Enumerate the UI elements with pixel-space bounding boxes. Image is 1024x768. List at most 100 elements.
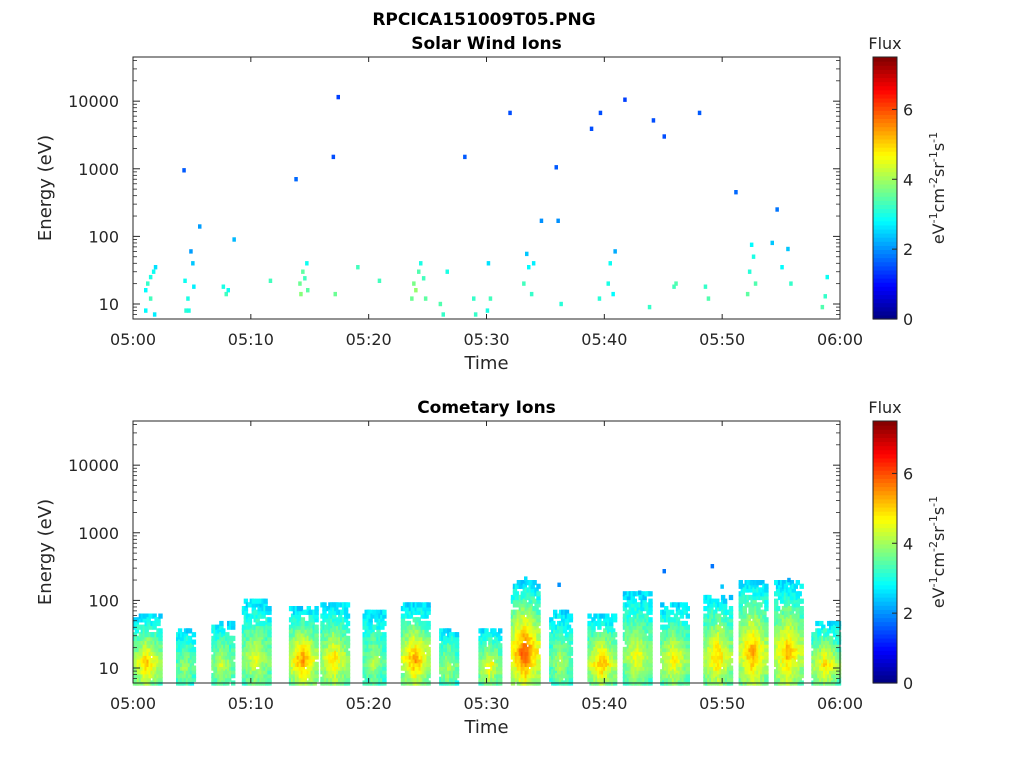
heatmap-cell (189, 661, 195, 667)
heatmap-cell (231, 661, 236, 667)
heatmap-cell (722, 613, 728, 619)
heatmap-cell (764, 594, 769, 601)
heatmap-cell (314, 628, 319, 634)
colorbar-swatch (873, 523, 897, 529)
heatmap-cell (536, 632, 541, 638)
heatmap-cell (267, 635, 272, 641)
heatmap-cell (836, 676, 842, 682)
heatmap-cell (334, 665, 339, 671)
heatmap-cell (267, 650, 272, 656)
heatmap-cell (340, 620, 345, 627)
heatmap-cell (536, 676, 541, 682)
heatmap-cell (366, 628, 371, 634)
colorbar-swatch (873, 142, 897, 148)
heatmap-cell (764, 658, 769, 664)
heatmap-cell (685, 661, 690, 667)
heatmap-cell (685, 613, 690, 619)
heatmap-cell (813, 632, 818, 638)
heatmap-cell (482, 632, 487, 638)
heatmap-cell (496, 639, 501, 645)
heatmap-cell (153, 265, 158, 270)
heatmap-cell (728, 669, 734, 675)
colorbar-swatch (873, 114, 897, 119)
heatmap-cell (424, 613, 429, 619)
colorbar-swatch (873, 286, 897, 291)
heatmap-cell (630, 594, 635, 601)
heatmap-cell (825, 632, 830, 638)
heatmap-cell (685, 628, 690, 634)
heatmap-cell (488, 639, 493, 645)
heatmap-cell (142, 617, 147, 623)
heatmap-cell (187, 635, 193, 641)
heatmap-cell (496, 632, 501, 638)
heatmap-cell (566, 624, 572, 630)
heatmap-cell (259, 620, 264, 627)
y-tick-label: 10000 (68, 92, 119, 111)
heatmap-cell (823, 661, 828, 667)
heatmap-cell (558, 624, 564, 630)
heatmap-cell (382, 646, 387, 653)
heatmap-cell (263, 602, 268, 608)
heatmap-cell (781, 646, 787, 653)
heatmap-cell (612, 665, 618, 671)
heatmap-cell (380, 624, 385, 630)
heatmap-cell (498, 665, 503, 671)
heatmap-cell (728, 624, 734, 630)
heatmap-cell (488, 635, 493, 641)
heatmap-cell (642, 669, 647, 675)
heatmap-cell (760, 628, 765, 634)
heatmap-cell (332, 617, 337, 623)
heatmap-cell (568, 665, 574, 671)
heatmap-cell (587, 628, 592, 634)
heatmap-cell (288, 646, 294, 653)
heatmap-cell (536, 617, 541, 623)
colorbar-swatch (873, 85, 897, 91)
heatmap-cell (638, 669, 643, 675)
heatmap-cell (341, 650, 347, 656)
heatmap-cell (832, 661, 838, 667)
heatmap-cell (263, 673, 268, 679)
heatmap-cell (564, 609, 570, 615)
heatmap-cell (777, 646, 783, 653)
heatmap-cell (536, 613, 541, 619)
heatmap-cell (382, 609, 387, 615)
heatmap-cell (793, 598, 798, 604)
heatmap-cell (764, 646, 769, 653)
heatmap-cell (634, 609, 639, 615)
heatmap-cell (612, 658, 618, 664)
heatmap-cell (426, 624, 431, 630)
heatmap-cell (345, 639, 351, 645)
heatmap-cell (750, 583, 755, 589)
unit-part: eV (929, 223, 948, 244)
heatmap-cell (382, 620, 387, 627)
heatmap-cell (322, 606, 327, 612)
heatmap-cell (227, 650, 232, 656)
heatmap-cell (450, 639, 456, 645)
heatmap-cell (648, 591, 653, 597)
heatmap-cell (320, 620, 325, 627)
heatmap-cell (557, 582, 561, 587)
heatmap-cell (719, 606, 724, 612)
heatmap-cell (158, 643, 163, 649)
colorbar-swatch (873, 613, 897, 619)
heatmap-cell (626, 620, 632, 627)
heatmap-cell (789, 654, 795, 660)
heatmap-cell (146, 654, 151, 660)
heatmap-cell (726, 661, 732, 667)
heatmap-cell (518, 617, 524, 623)
heatmap-cell (774, 658, 779, 664)
heatmap-cell (799, 646, 804, 653)
heatmap-cell (290, 654, 296, 660)
heatmap-cell (612, 661, 618, 667)
heatmap-cell (226, 288, 230, 293)
x-tick-label: 05:00 (110, 694, 156, 713)
heatmap-cell (314, 654, 319, 660)
heatmap-cell (518, 639, 524, 645)
heatmap-cell (724, 632, 730, 638)
heatmap-cell (181, 661, 187, 667)
heatmap-cell (752, 591, 757, 597)
heatmap-cell (636, 624, 641, 630)
heatmap-cell (382, 665, 387, 671)
heatmap-cell (605, 661, 610, 667)
